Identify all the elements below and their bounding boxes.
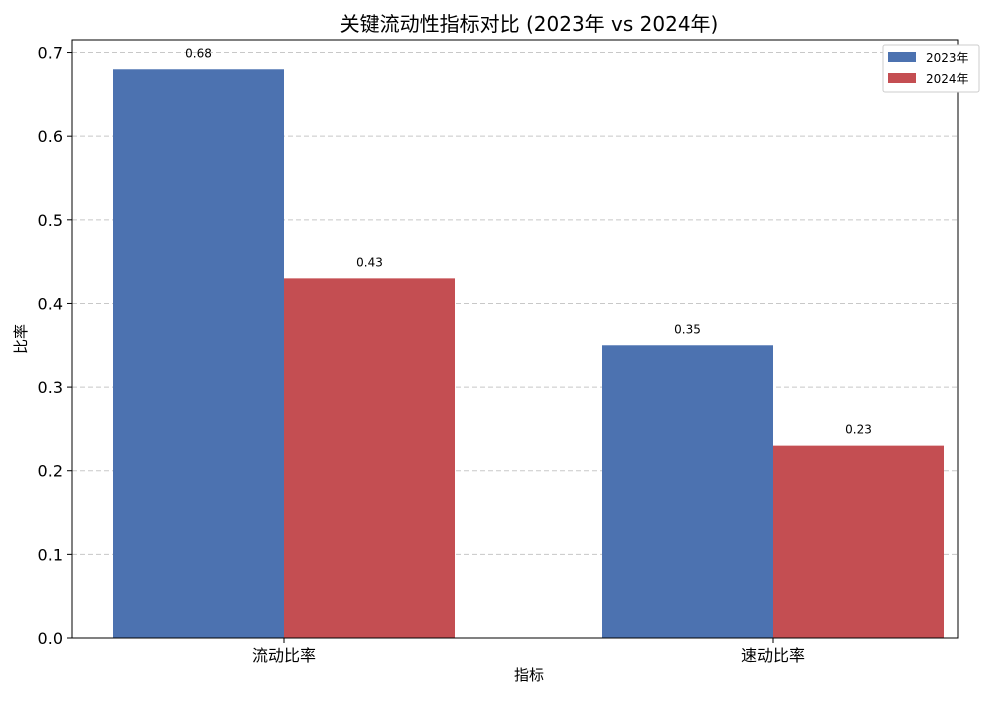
x-tick-label: 流动比率 [252,646,316,665]
y-tick-label: 0.0 [38,629,63,648]
x-axis-title: 指标 [514,666,544,684]
bar [113,69,284,639]
legend-label-2023: 2023年 [926,51,969,65]
bar-value-label: 0.43 [356,255,383,269]
bar [602,345,773,638]
legend: 2023年 2024年 [882,44,980,93]
y-tick-label: 0.2 [38,462,63,481]
y-axis-title: 比率 [12,324,30,354]
legend-label-2024: 2024年 [926,72,969,86]
y-tick-label: 0.6 [38,127,63,146]
bar-value-label: 0.35 [674,322,701,336]
bar-value-label: 0.23 [845,423,872,437]
data-labels: 0.68 0.35 0.43 0.23 [185,46,872,436]
x-axis-ticks: 流动比率 速动比率 [252,638,805,665]
chart-title: 关键流动性指标对比 (2023年 vs 2024年) [340,12,719,36]
y-tick-label: 0.5 [38,211,63,230]
legend-swatch-2023 [888,52,916,62]
bars [113,69,944,639]
y-tick-label: 0.1 [38,545,63,564]
y-axis-ticks: 0.0 0.1 0.2 0.3 0.4 0.5 0.6 0.7 [38,44,72,648]
bar-value-label: 0.68 [185,46,212,60]
y-tick-label: 0.3 [38,378,63,397]
y-tick-label: 0.7 [38,44,63,63]
bar [284,278,455,638]
plot-area-frame [71,39,959,639]
x-tick-label: 速动比率 [741,646,805,665]
bar [773,445,944,638]
legend-swatch-2024 [888,73,916,83]
y-tick-label: 0.4 [38,294,63,313]
